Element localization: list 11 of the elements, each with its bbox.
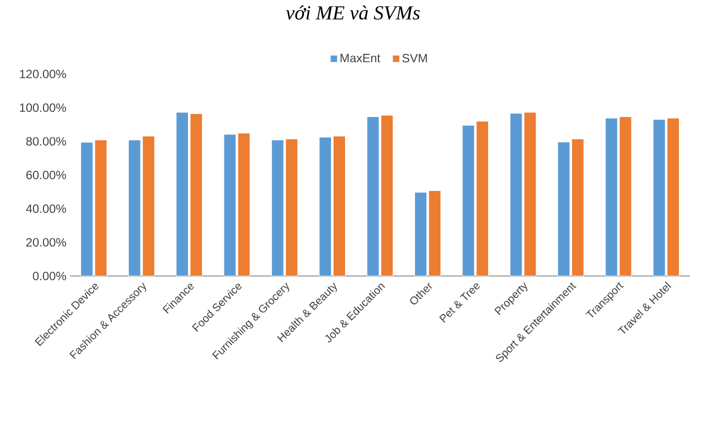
y-tick-label: 100.00% (20, 103, 66, 112)
y-tick-label: 20.00% (26, 238, 66, 247)
y-tick-label: 40.00% (26, 204, 66, 213)
y-tick-label: 120.00% (20, 70, 66, 78)
chart-title: với ME và SVMs (286, 6, 420, 20)
legend-label: SVM (402, 54, 427, 62)
y-tick-label: 60.00% (26, 170, 66, 180)
y-tick-label: 0.00% (32, 272, 66, 280)
legend-label: MaxEnt (340, 54, 380, 62)
y-tick-label: 80.00% (26, 137, 66, 146)
x-tick-label: Pet & Tree (439, 284, 480, 323)
